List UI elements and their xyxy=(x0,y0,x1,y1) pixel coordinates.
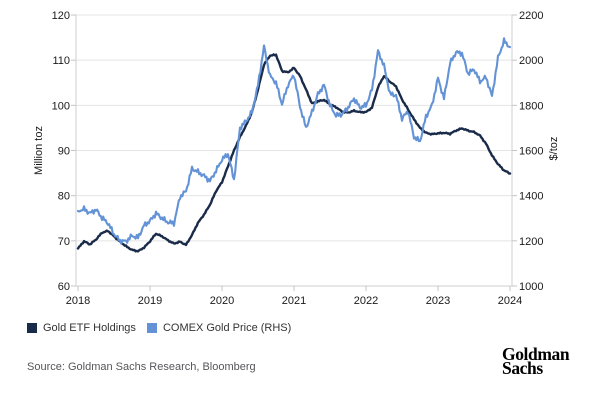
x-axis-tick-label: 2020 xyxy=(210,295,234,307)
logo-line-2: Sachs xyxy=(502,357,543,378)
right-axis-tick-label: 1400 xyxy=(519,191,543,203)
x-axis-tick-label: 2021 xyxy=(282,295,306,307)
legend-label-comex-price: COMEX Gold Price (RHS) xyxy=(162,322,292,334)
chart-legend: Gold ETF Holdings COMEX Gold Price (RHS) xyxy=(27,322,291,334)
right-axis-title: $/toz xyxy=(548,137,560,161)
goldman-sachs-logo: Goldman Sachs xyxy=(502,344,570,378)
left-axis-title: Million toz xyxy=(33,126,45,175)
legend-item-comex-price: COMEX Gold Price (RHS) xyxy=(146,322,292,334)
series-line-comex-gold-price xyxy=(76,37,512,245)
right-axis-tick-label: 2200 xyxy=(519,10,543,22)
right-axis-tick-label: 1000 xyxy=(519,281,543,293)
gold-etf-vs-price-chart: 120 2200 110 2000 100 1800 90 1600 80 1400 70 1200 6… xyxy=(33,10,560,307)
right-axis-tick-label: 1600 xyxy=(519,146,543,158)
x-axis-tick-label: 2024 xyxy=(498,295,522,307)
right-axis-tick-label: 1800 xyxy=(519,100,543,112)
right-axis-tick-label: 1200 xyxy=(519,236,543,248)
left-axis-tick-label: 60 xyxy=(58,281,70,293)
source-note: Source: Goldman Sachs Research, Bloomber… xyxy=(27,361,256,373)
left-axis-tick-label: 90 xyxy=(58,146,70,158)
left-axis-tick-label: 100 xyxy=(52,100,70,112)
logo-line-1: Goldman xyxy=(502,344,570,364)
left-axis-tick-label: 70 xyxy=(58,236,70,248)
x-axis-tick-label: 2019 xyxy=(138,295,162,307)
left-axis-tick-label: 110 xyxy=(52,55,70,67)
comex-price-swatch-icon xyxy=(146,323,157,333)
left-axis-tick-label: 120 xyxy=(52,10,70,22)
x-axis-tick-label: 2018 xyxy=(66,295,90,307)
legend-label-gold-etf: Gold ETF Holdings xyxy=(43,322,136,334)
x-axis-tick-label: 2023 xyxy=(426,295,450,307)
series-line-gold-etf-holdings xyxy=(76,53,512,253)
legend-item-gold-etf: Gold ETF Holdings xyxy=(27,322,136,334)
x-axis-tick-label: 2022 xyxy=(354,295,378,307)
right-axis-tick-label: 2000 xyxy=(519,55,543,67)
left-axis-tick-label: 80 xyxy=(58,191,70,203)
gold-etf-swatch-icon xyxy=(27,323,37,333)
